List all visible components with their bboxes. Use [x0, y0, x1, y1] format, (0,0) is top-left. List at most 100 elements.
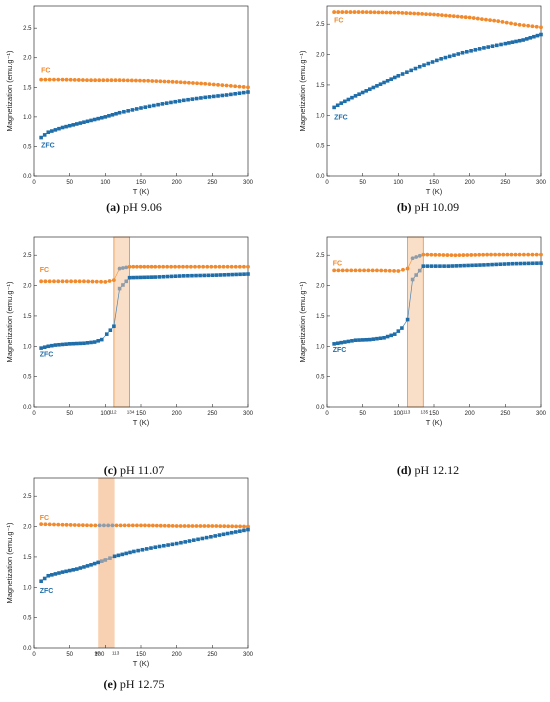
band-label: 134: [127, 410, 135, 415]
data-point-zfc: [350, 339, 354, 343]
data-point-zfc: [469, 49, 473, 53]
data-point-zfc: [53, 572, 58, 576]
data-point-zfc: [99, 115, 104, 120]
data-point-fc: [97, 523, 102, 528]
data-point-fc: [105, 78, 110, 83]
data-point-zfc: [164, 101, 169, 105]
data-point-zfc: [210, 273, 215, 278]
x-tick-label: 50: [359, 411, 366, 417]
data-point-zfc: [482, 46, 486, 50]
data-point-fc: [174, 524, 179, 528]
data-point-zfc: [112, 554, 117, 559]
data-point-zfc: [196, 537, 200, 542]
data-point-zfc: [503, 41, 508, 46]
data-point-zfc: [78, 341, 83, 346]
data-point-fc: [173, 264, 177, 269]
data-point-fc: [489, 252, 493, 257]
data-point-zfc: [170, 542, 175, 547]
data-point-zfc: [200, 536, 205, 541]
data-point-zfc: [169, 100, 173, 105]
data-point-fc: [82, 279, 86, 284]
data-point-fc: [246, 264, 250, 269]
data-point-zfc: [452, 53, 456, 57]
data-point-zfc: [132, 549, 136, 554]
data-point-fc: [124, 265, 129, 270]
data-point-fc: [202, 524, 207, 528]
x-tick-label: 250: [207, 652, 218, 658]
data-point-fc: [64, 77, 69, 82]
y-tick-label: 0.0: [316, 405, 325, 411]
data-point-zfc: [194, 273, 198, 278]
data-point-fc: [225, 264, 230, 269]
data-point-fc: [433, 252, 438, 257]
data-point-fc: [85, 78, 89, 83]
data-point-zfc: [99, 559, 104, 563]
data-point-fc: [463, 15, 468, 20]
data-point-zfc: [122, 109, 126, 114]
data-point-zfc: [60, 125, 65, 130]
data-point-zfc: [183, 540, 188, 544]
data-point-fc: [500, 20, 505, 24]
data-point-fc: [465, 253, 470, 257]
data-point-fc: [166, 79, 171, 84]
data-point-zfc: [490, 44, 495, 48]
x-tick-label: 50: [359, 180, 366, 186]
data-point-zfc: [531, 261, 535, 266]
panel-caption: (d) pH 12.12: [397, 463, 459, 477]
data-point-zfc: [152, 103, 156, 108]
data-point-fc: [86, 279, 91, 284]
data-point-zfc: [229, 530, 234, 535]
data-point-fc: [445, 253, 450, 257]
data-point-zfc: [127, 275, 132, 280]
data-point-zfc: [39, 579, 43, 584]
x-tick-label: 0: [325, 180, 329, 186]
panel-caption-text: pH 10.09: [412, 200, 460, 214]
data-point-fc: [102, 523, 106, 528]
data-point-zfc: [71, 568, 76, 572]
data-point-zfc: [350, 95, 354, 100]
data-point-fc: [193, 264, 197, 269]
y-tick-label: 0.0: [316, 174, 325, 180]
x-tick-label: 0: [32, 180, 36, 186]
data-point-fc: [443, 13, 448, 18]
data-point-zfc: [50, 573, 54, 577]
data-point-zfc: [528, 36, 533, 40]
data-point-zfc: [225, 531, 230, 536]
data-point-zfc: [518, 261, 523, 266]
data-point-zfc: [85, 119, 90, 124]
data-point-zfc: [190, 97, 195, 101]
data-point-zfc: [96, 116, 100, 121]
data-point-fc: [405, 266, 410, 271]
data-point-fc: [521, 23, 526, 28]
data-point-zfc: [218, 273, 223, 277]
y-tick-label: 2.0: [23, 56, 32, 62]
data-point-fc: [158, 523, 163, 528]
data-point-fc: [90, 279, 95, 284]
data-point-zfc: [146, 275, 150, 280]
data-point-fc: [396, 10, 401, 15]
data-point-fc: [110, 523, 115, 528]
y-tick-label: 2.0: [316, 53, 325, 59]
data-point-zfc: [89, 118, 93, 123]
x-tick-label: 250: [500, 411, 511, 417]
x-tick-label: 300: [536, 180, 547, 186]
data-point-zfc: [238, 272, 242, 277]
data-point-fc: [496, 19, 501, 24]
data-point-fc: [237, 264, 242, 269]
data-point-zfc: [177, 99, 182, 103]
data-point-fc: [39, 279, 44, 284]
data-point-zfc: [335, 103, 340, 108]
x-tick-label: 200: [465, 180, 476, 186]
data-point-fc: [530, 24, 535, 29]
data-point-zfc: [213, 534, 217, 538]
data-point-zfc: [114, 111, 118, 116]
data-point-zfc: [443, 55, 448, 60]
data-point-zfc: [209, 534, 213, 539]
data-point-fc: [501, 252, 506, 257]
data-point-fc: [241, 85, 246, 89]
data-point-zfc: [507, 41, 511, 45]
y-axis-label: Magnetization (emu.g⁻¹): [5, 281, 14, 363]
data-point-fc: [121, 266, 125, 270]
x-tick-label: 0: [32, 411, 36, 417]
data-point-zfc: [149, 546, 153, 550]
